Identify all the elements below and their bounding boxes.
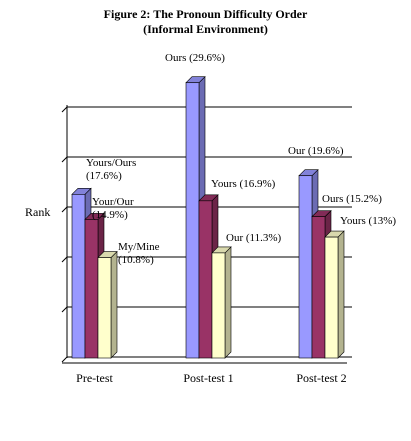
grid-tick [61, 256, 68, 263]
data-label: My/Mine (10.8%) [118, 241, 160, 266]
x-tick-label: Post-test 2 [296, 371, 347, 385]
bar-front [324, 236, 339, 359]
data-label: Our (19.6%) [288, 145, 344, 157]
bar [211, 246, 232, 359]
data-label: Ours (15.2%) [322, 193, 382, 205]
bar-front [311, 216, 326, 359]
chart-title: Figure 2: The Pronoun Difficulty Order [103, 7, 308, 21]
data-label: Yours (16.9%) [211, 178, 276, 190]
data-label: Ours (29.6%) [165, 52, 225, 64]
grid-tick [61, 106, 68, 113]
y-axis-label: Rank [25, 205, 51, 219]
data-label: Your/Our (14.9%) [92, 196, 134, 221]
bar-side [110, 250, 118, 359]
x-tick-label: Post-test 1 [183, 371, 234, 385]
bar-front [198, 200, 213, 359]
grid-tick [61, 306, 68, 313]
data-label: Yours (13%) [340, 215, 397, 227]
bar-front [211, 252, 226, 359]
grid-tick [61, 156, 68, 163]
bar [324, 230, 345, 359]
bar-front [298, 175, 313, 359]
bar [97, 250, 118, 359]
bar-front [97, 257, 112, 359]
chart-subtitle: (Informal Environment) [143, 22, 268, 36]
data-label: Yours/Ours (17.6%) [86, 157, 137, 182]
x-tick-label: Pre-test [76, 371, 113, 385]
bar-front [71, 194, 86, 359]
bar-side [337, 230, 345, 359]
data-label: Our (11.3%) [226, 232, 282, 244]
grid-tick [61, 206, 68, 213]
bar-front [185, 82, 200, 359]
grid-tick [61, 356, 68, 363]
bar-front [84, 219, 99, 359]
bar-side [224, 246, 232, 359]
